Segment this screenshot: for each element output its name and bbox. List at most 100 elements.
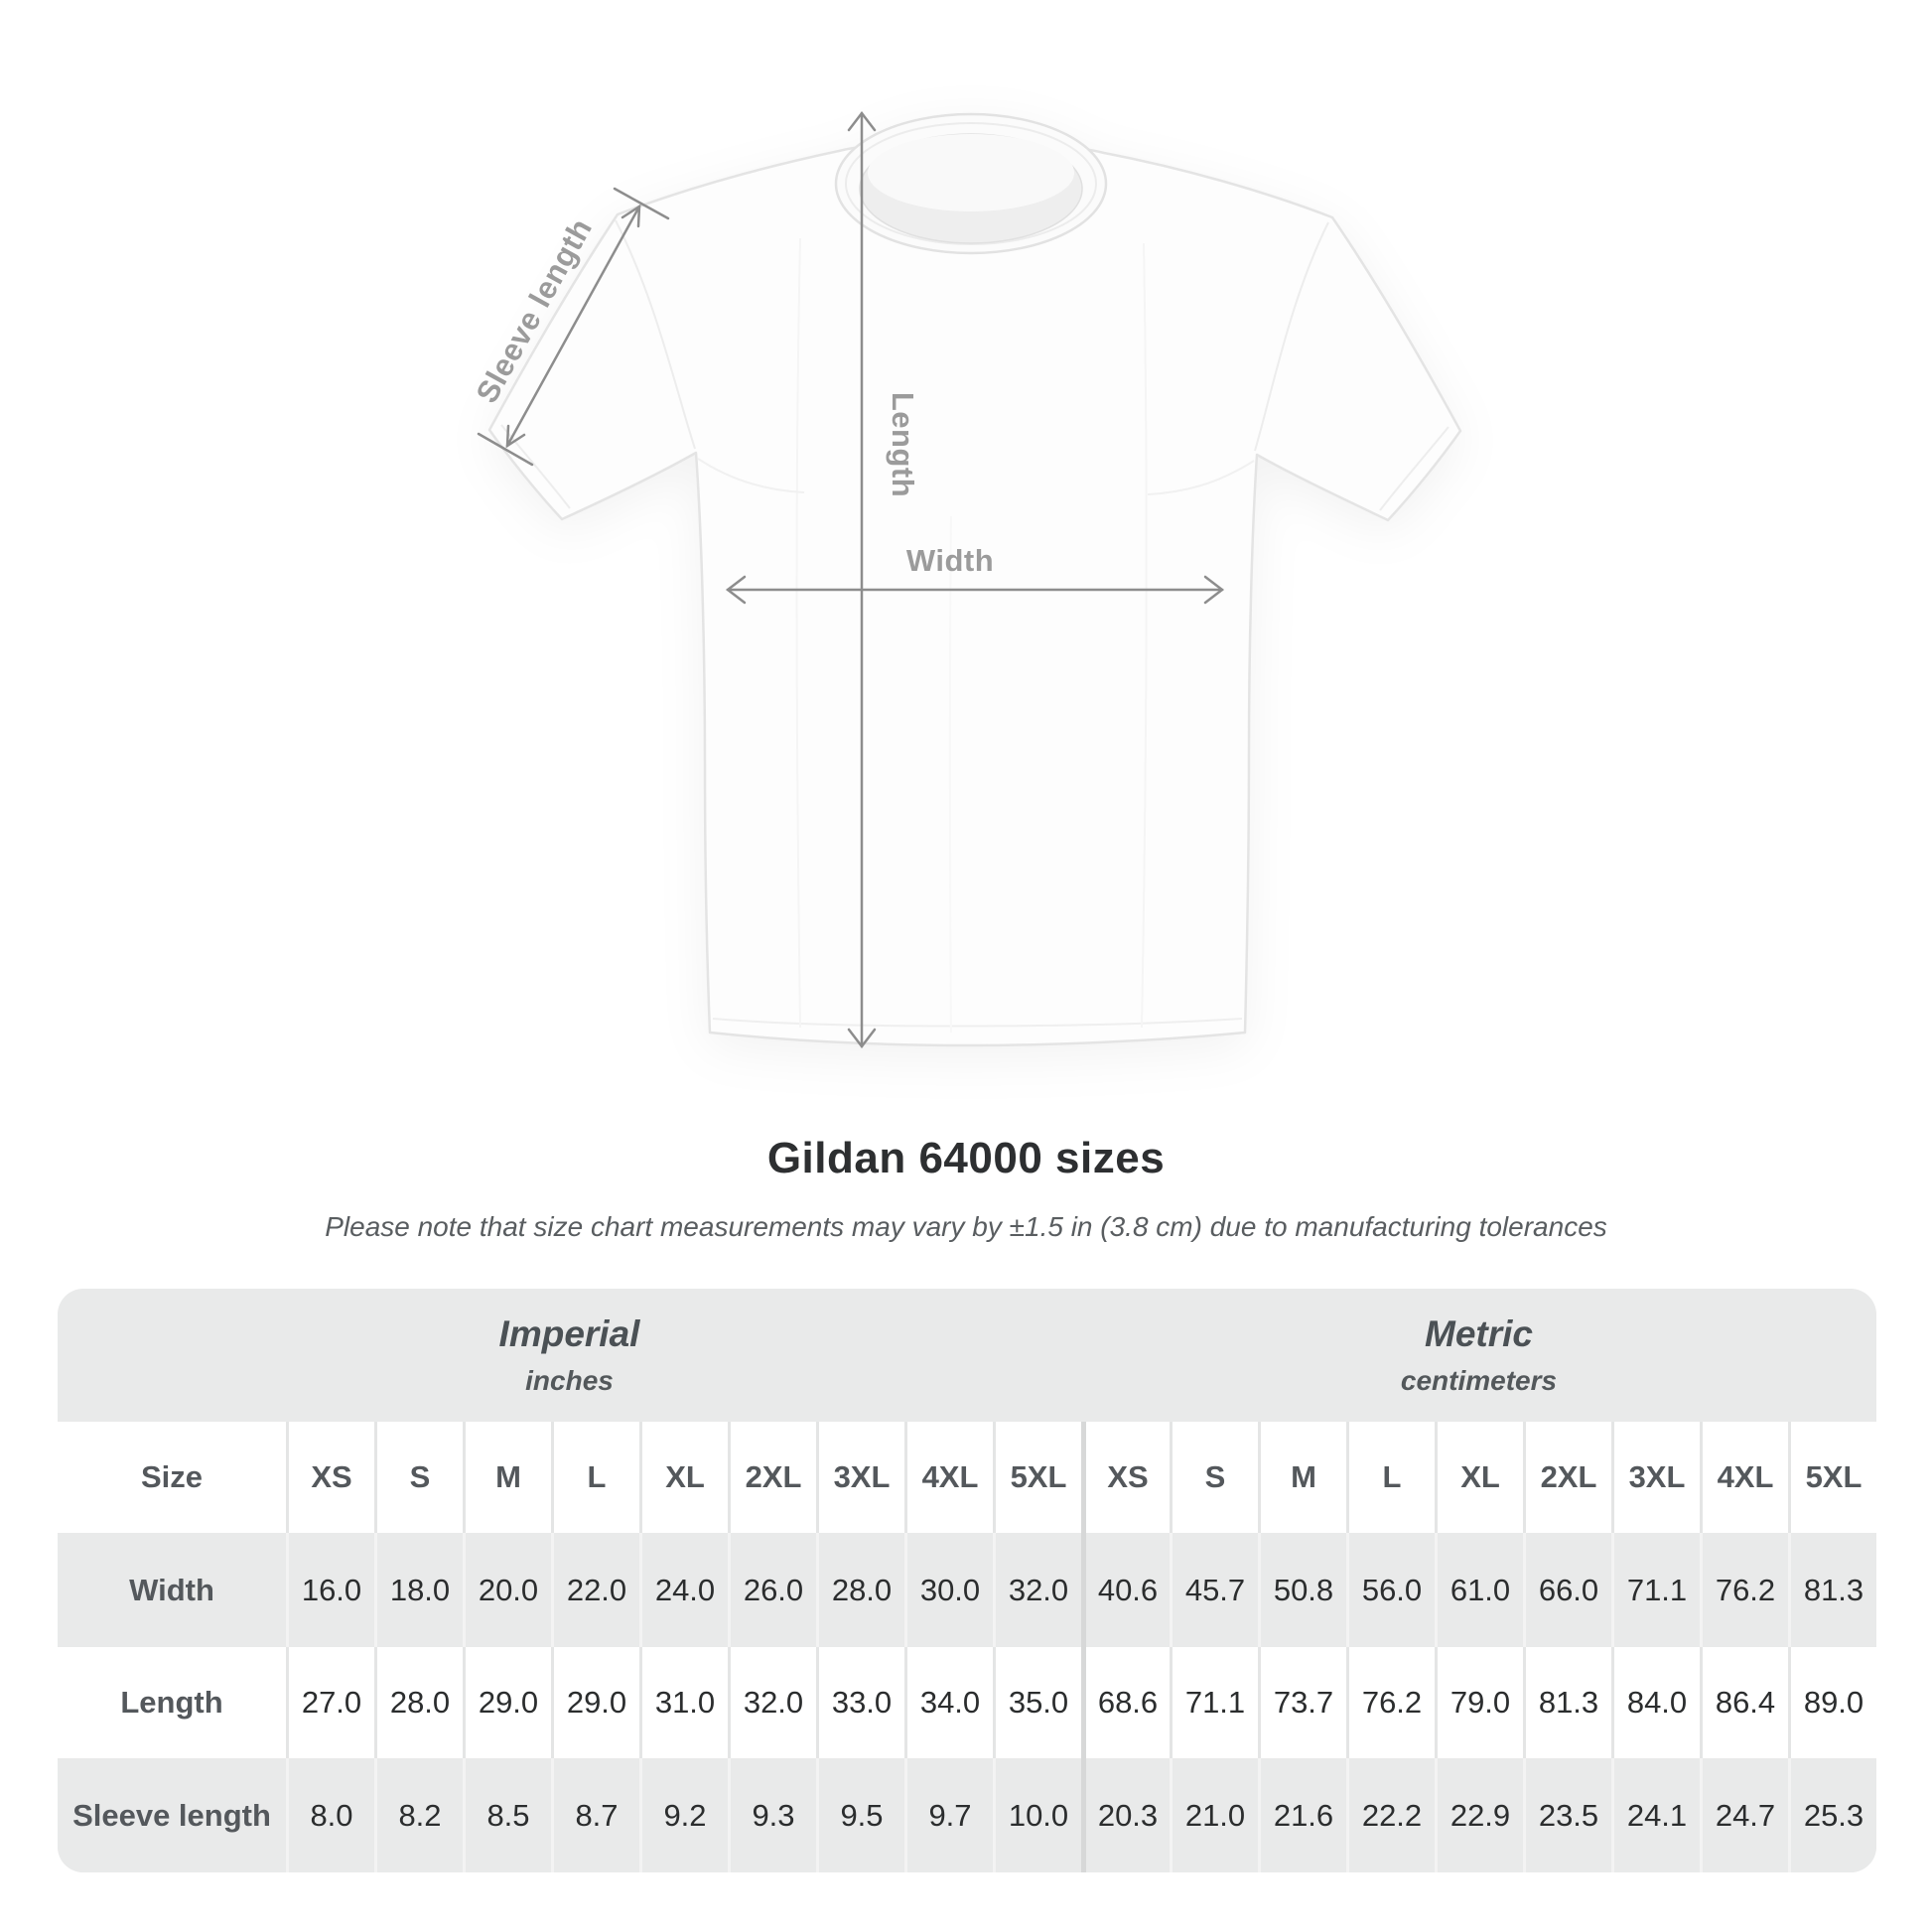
value-cell-imperial-length-2xl: 32.0 [728, 1647, 816, 1758]
size-col-imperial-l: L [551, 1422, 639, 1533]
collar-back [868, 134, 1074, 211]
size-col-metric-4xl: 4XL [1700, 1422, 1788, 1533]
hem-stitch [712, 1018, 1243, 1028]
measurement-row-length: Length 27.0 28.0 29.0 29.0 31.0 32.0 33.0 34.0 35… [58, 1647, 1876, 1758]
title-block: Gildan 64000 sizes Please note that size… [0, 1134, 1932, 1243]
size-col-metric-2xl: 2XL [1523, 1422, 1611, 1533]
tshirt-graphic [487, 112, 1462, 1047]
size-table-body: Width 16.0 18.0 20.0 22.0 24.0 26.0 28.0 30.0 32.… [58, 1533, 1876, 1872]
value-cell-metric-length-xs: 68.6 [1081, 1647, 1170, 1758]
armpit-wrinkle-left [697, 458, 805, 493]
size-col-imperial-s: S [374, 1422, 463, 1533]
width-label: Width [906, 543, 994, 578]
value-cell-imperial-width-4xl: 30.0 [904, 1533, 993, 1647]
size-col-metric-l: L [1346, 1422, 1435, 1533]
value-cell-metric-sleeve-length-4xl: 24.7 [1700, 1758, 1788, 1872]
measurement-row-width: Width 16.0 18.0 20.0 22.0 24.0 26.0 28.0 30.0 32.… [58, 1533, 1876, 1647]
value-cell-imperial-sleeve-length-xl: 9.2 [639, 1758, 728, 1872]
unit-band-row: Imperial inches Metric centimeters [58, 1289, 1876, 1422]
width-arrow [725, 575, 1225, 605]
value-cell-metric-sleeve-length-s: 21.0 [1170, 1758, 1258, 1872]
metric-unit-label: centimeters [1400, 1365, 1558, 1396]
value-cell-imperial-length-m: 29.0 [463, 1647, 551, 1758]
value-cell-metric-length-s: 71.1 [1170, 1647, 1258, 1758]
size-col-imperial-m: M [463, 1422, 551, 1533]
size-col-metric-s: S [1170, 1422, 1258, 1533]
value-cell-metric-width-5xl: 81.3 [1788, 1533, 1876, 1647]
value-cell-imperial-width-5xl: 32.0 [993, 1533, 1081, 1647]
value-cell-imperial-length-3xl: 33.0 [816, 1647, 904, 1758]
value-cell-imperial-width-3xl: 28.0 [816, 1533, 904, 1647]
value-cell-imperial-sleeve-length-m: 8.5 [463, 1758, 551, 1872]
value-cell-metric-length-m: 73.7 [1258, 1647, 1346, 1758]
sleeve-length-arrow [477, 187, 670, 467]
value-cell-metric-sleeve-length-3xl: 24.1 [1611, 1758, 1700, 1872]
value-cell-imperial-width-xl: 24.0 [639, 1533, 728, 1647]
length-label: Length [886, 392, 920, 497]
row-label: Width [58, 1533, 286, 1647]
value-cell-metric-length-3xl: 84.0 [1611, 1647, 1700, 1758]
imperial-unit-label: inches [525, 1365, 614, 1396]
fabric-fold [795, 237, 801, 1029]
value-cell-imperial-length-4xl: 34.0 [904, 1647, 993, 1758]
tshirt-diagram: Sleeve length Length Width [469, 110, 1462, 1049]
value-cell-metric-sleeve-length-l: 22.2 [1346, 1758, 1435, 1872]
size-col-metric-5xl: 5XL [1788, 1422, 1876, 1533]
size-table-card: Imperial inches Metric centimeters Size … [58, 1289, 1876, 1872]
measurement-row-sleeve-length: Sleeve length 8.0 8.2 8.5 8.7 9.2 9.3 9.5 9.7 10.… [58, 1758, 1876, 1872]
armhole-seam-right [1254, 221, 1329, 452]
value-cell-imperial-sleeve-length-s: 8.2 [374, 1758, 463, 1872]
value-cell-imperial-sleeve-length-xs: 8.0 [286, 1758, 374, 1872]
size-col-imperial-4xl: 4XL [904, 1422, 993, 1533]
value-cell-imperial-sleeve-length-3xl: 9.5 [816, 1758, 904, 1872]
value-cell-imperial-width-m: 20.0 [463, 1533, 551, 1647]
armhole-seam-left [615, 219, 696, 450]
cuff-stitch-right [1379, 426, 1449, 511]
size-col-metric-m: M [1258, 1422, 1346, 1533]
metric-section-header: Metric centimeters [1081, 1289, 1876, 1422]
value-cell-imperial-width-2xl: 26.0 [728, 1533, 816, 1647]
size-col-imperial-xs: XS [286, 1422, 374, 1533]
value-cell-imperial-sleeve-length-2xl: 9.3 [728, 1758, 816, 1872]
value-cell-imperial-sleeve-length-l: 8.7 [551, 1758, 639, 1872]
value-cell-imperial-sleeve-length-4xl: 9.7 [904, 1758, 993, 1872]
value-cell-metric-length-l: 76.2 [1346, 1647, 1435, 1758]
value-cell-metric-width-xl: 61.0 [1435, 1533, 1523, 1647]
value-cell-metric-sleeve-length-5xl: 25.3 [1788, 1758, 1876, 1872]
page-title: Gildan 64000 sizes [766, 1134, 1166, 1182]
value-cell-metric-sleeve-length-2xl: 23.5 [1523, 1758, 1611, 1872]
value-cell-imperial-width-s: 18.0 [374, 1533, 463, 1647]
armpit-wrinkle-right [1147, 460, 1255, 495]
value-cell-metric-width-m: 50.8 [1258, 1533, 1346, 1647]
size-header-row: Size XS S M L XL 2XL 3XL 4XL 5XL XS S M L XL 2XL 3XL 4XL… [58, 1422, 1876, 1533]
fabric-fold [948, 515, 952, 1034]
value-cell-imperial-length-xl: 31.0 [639, 1647, 728, 1758]
value-cell-metric-sleeve-length-m: 21.6 [1258, 1758, 1346, 1872]
value-cell-metric-length-2xl: 81.3 [1523, 1647, 1611, 1758]
collar-stitch [845, 122, 1097, 245]
fabric-fold [1141, 242, 1148, 1029]
metric-label: Metric [1425, 1313, 1533, 1354]
tolerance-note: Please note that size chart measurements… [325, 1211, 1607, 1242]
size-col-metric-3xl: 3XL [1611, 1422, 1700, 1533]
value-cell-metric-length-5xl: 89.0 [1788, 1647, 1876, 1758]
value-cell-metric-sleeve-length-xl: 22.9 [1435, 1758, 1523, 1872]
length-arrow [847, 110, 877, 1049]
value-cell-imperial-length-5xl: 35.0 [993, 1647, 1081, 1758]
size-col-metric-xs: XS [1081, 1422, 1170, 1533]
value-cell-metric-width-3xl: 71.1 [1611, 1533, 1700, 1647]
value-cell-imperial-length-s: 28.0 [374, 1647, 463, 1758]
value-cell-metric-width-s: 45.7 [1170, 1533, 1258, 1647]
imperial-section-header: Imperial inches [58, 1289, 1081, 1422]
size-col-imperial-2xl: 2XL [728, 1422, 816, 1533]
value-cell-imperial-width-xs: 16.0 [286, 1533, 374, 1647]
value-cell-metric-width-2xl: 66.0 [1523, 1533, 1611, 1647]
value-cell-metric-length-xl: 79.0 [1435, 1647, 1523, 1758]
size-col-imperial-3xl: 3XL [816, 1422, 904, 1533]
value-cell-metric-width-4xl: 76.2 [1700, 1533, 1788, 1647]
value-cell-metric-width-xs: 40.6 [1081, 1533, 1170, 1647]
value-cell-imperial-sleeve-length-5xl: 10.0 [993, 1758, 1081, 1872]
value-cell-metric-sleeve-length-xs: 20.3 [1081, 1758, 1170, 1872]
row-label: Sleeve length [58, 1758, 286, 1872]
